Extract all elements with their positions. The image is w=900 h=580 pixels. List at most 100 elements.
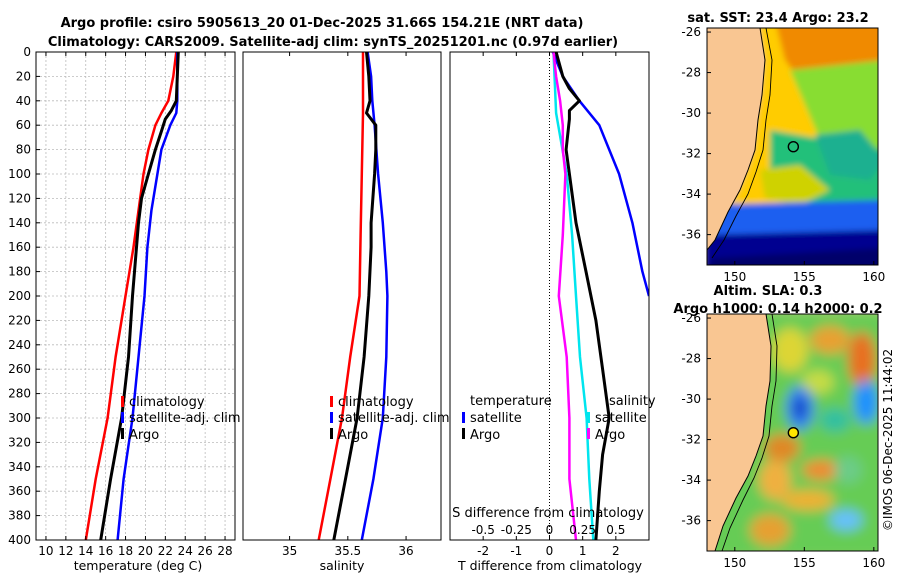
s-tick-label-4: 0.5 bbox=[606, 523, 625, 537]
legend3-t-argo-label: Argo bbox=[470, 428, 500, 443]
y-tick-label-3: 60 bbox=[16, 118, 31, 132]
legend-argo-swatch bbox=[121, 428, 124, 439]
sst-map-frame bbox=[706, 27, 879, 266]
x-tick-label-8: 26 bbox=[198, 544, 213, 558]
s-tick-label-0: -0.5 bbox=[471, 523, 494, 537]
y-tick-label-0: 0 bbox=[23, 45, 31, 59]
y-tick-label-2: 40 bbox=[16, 94, 31, 108]
x-tick-label-2: 14 bbox=[78, 544, 93, 558]
y-tick-label-16: 320 bbox=[8, 435, 31, 449]
salinity-axes-box bbox=[242, 51, 442, 541]
figure-title-line2: Climatology: CARS2009. Satellite-adj cli… bbox=[48, 35, 618, 50]
map-y-tick-label-1: -28 bbox=[681, 66, 701, 80]
t-difference-x-axis: -2 -1 0 1 2 bbox=[477, 52, 620, 558]
sst-coastline bbox=[707, 28, 766, 251]
salinity-x-label: salinity bbox=[320, 558, 365, 573]
y-tick-label-10: 200 bbox=[8, 289, 31, 303]
sst-map: 150 155 160 -26 -28 -30 -32 -34 -36 bbox=[681, 25, 885, 284]
series-temperature-argo bbox=[554, 52, 611, 540]
salinity-curves bbox=[317, 52, 389, 540]
y-tick-label-8: 160 bbox=[8, 240, 31, 254]
salinity-x-axis: 35 35.5 36 bbox=[282, 52, 414, 558]
legend-climatology-label: climatology bbox=[129, 395, 205, 410]
series-climatology bbox=[317, 52, 365, 540]
series-argo bbox=[99, 52, 180, 540]
sla-coastline bbox=[714, 314, 772, 551]
x-tick-label-1: 12 bbox=[58, 544, 73, 558]
difference-legend: temperature satellite Argo salinity sate… bbox=[462, 394, 656, 443]
x-tick-label-3: 16 bbox=[98, 544, 113, 558]
t-tick-label-0: -2 bbox=[477, 544, 489, 558]
y-tick-label-7: 140 bbox=[8, 216, 31, 230]
series-satellite-adj-clim bbox=[116, 52, 179, 540]
t-tick-label-2: 0 bbox=[546, 544, 554, 558]
series-climatology bbox=[84, 52, 178, 540]
map-y-tick-label-0: -26 bbox=[681, 311, 701, 325]
temperature-x-axis: 10 12 14 16 18 20 22 24 26 28 bbox=[38, 52, 233, 558]
s-tick-label-1: -0.25 bbox=[501, 523, 532, 537]
sla-map-title-line2: Argo h1000: 0.14 h2000: 0.2 bbox=[673, 302, 882, 317]
temperature-panel: 0 20 40 60 80 100 120 140 160 180 200 220 240 260 280 3… bbox=[8, 45, 241, 573]
legend2-argo-swatch bbox=[330, 428, 333, 439]
legend3-salinity-title: salinity bbox=[609, 394, 656, 409]
temperature-grid bbox=[36, 51, 235, 541]
y-tick-label-5: 100 bbox=[8, 167, 31, 181]
legend3-temperature-title: temperature bbox=[470, 394, 552, 409]
y-tick-label-11: 220 bbox=[8, 313, 31, 327]
legend2-satellite-label: satellite-adj. clim bbox=[338, 411, 450, 426]
y-tick-label-6: 120 bbox=[8, 191, 31, 205]
legend-satellite-label: satellite-adj. clim bbox=[129, 411, 241, 426]
map-y-tick-label-3: -32 bbox=[681, 147, 701, 161]
legend2-satellite-swatch bbox=[330, 412, 333, 423]
legend2-climatology-swatch bbox=[330, 396, 333, 407]
sla-argo-position bbox=[787, 427, 800, 439]
y-tick-label-1: 20 bbox=[16, 69, 31, 83]
legend3-s-argo-label: Argo bbox=[595, 428, 625, 443]
x-tick-label-1: 35.5 bbox=[334, 544, 361, 558]
y-tick-label-12: 240 bbox=[8, 338, 31, 352]
s-tick-label-3: 0.25 bbox=[569, 523, 596, 537]
y-tick-label-15: 300 bbox=[8, 411, 31, 425]
imos-credit: ©IMOS 06-Dec-2025 11:44:02 bbox=[881, 349, 895, 531]
x-tick-label-9: 28 bbox=[217, 544, 232, 558]
s-tick-label-2: 0 bbox=[546, 523, 554, 537]
salinity-panel: 35 35.5 36 salinity climatology satellite-… bbox=[242, 51, 450, 573]
x-tick-label-6: 22 bbox=[158, 544, 173, 558]
sla-map-axes: 150 155 160 -26 -28 -30 -32 -34 -36 bbox=[681, 311, 885, 570]
y-tick-label-9: 180 bbox=[8, 265, 31, 279]
legend3-s-satellite-label: satellite bbox=[595, 411, 647, 426]
map-y-tick-label-4: -34 bbox=[681, 473, 701, 487]
map-x-tick-label-2: 160 bbox=[862, 270, 885, 284]
sst-map-axes: 150 155 160 -26 -28 -30 -32 -34 -36 bbox=[681, 25, 885, 284]
x-tick-label-5: 20 bbox=[138, 544, 153, 558]
difference-panel: -2 -1 0 1 2 -0.5 -0.25 0 0.25 0.5 S difference f… bbox=[449, 51, 656, 573]
y-tick-label-14: 280 bbox=[8, 387, 31, 401]
legend3-s-satellite-swatch bbox=[587, 412, 590, 423]
sla-coast-land bbox=[707, 314, 771, 551]
sst-map-title: sat. SST: 23.4 Argo: 23.2 bbox=[687, 11, 868, 26]
y-tick-label-20: 400 bbox=[8, 533, 31, 547]
legend-climatology-swatch bbox=[121, 396, 124, 407]
temperature-curves bbox=[84, 52, 180, 540]
t-tick-label-4: 2 bbox=[612, 544, 620, 558]
legend2-argo-label: Argo bbox=[338, 428, 368, 443]
series-argo bbox=[332, 52, 378, 540]
y-tick-label-17: 340 bbox=[8, 460, 31, 474]
map-y-tick-label-0: -26 bbox=[681, 25, 701, 39]
map-y-tick-label-4: -34 bbox=[681, 187, 701, 201]
depth-axis: 0 20 40 60 80 100 120 140 160 180 200 220 240 260 280 3… bbox=[8, 45, 40, 547]
sst-coast-land bbox=[707, 28, 765, 250]
map-x-tick-label-0: 150 bbox=[723, 270, 746, 284]
map-y-tick-label-2: -30 bbox=[681, 106, 701, 120]
map-y-tick-label-5: -36 bbox=[681, 228, 701, 242]
sst-isobath bbox=[711, 28, 773, 259]
y-tick-label-19: 380 bbox=[8, 509, 31, 523]
legend3-t-satellite-label: satellite bbox=[470, 411, 522, 426]
legend-satellite-swatch bbox=[121, 412, 124, 423]
sla-map-frame bbox=[706, 313, 879, 552]
y-tick-label-18: 360 bbox=[8, 484, 31, 498]
t-tick-label-3: 1 bbox=[579, 544, 587, 558]
legend2-climatology-label: climatology bbox=[338, 395, 414, 410]
series-satellite-adj-clim bbox=[360, 52, 389, 540]
